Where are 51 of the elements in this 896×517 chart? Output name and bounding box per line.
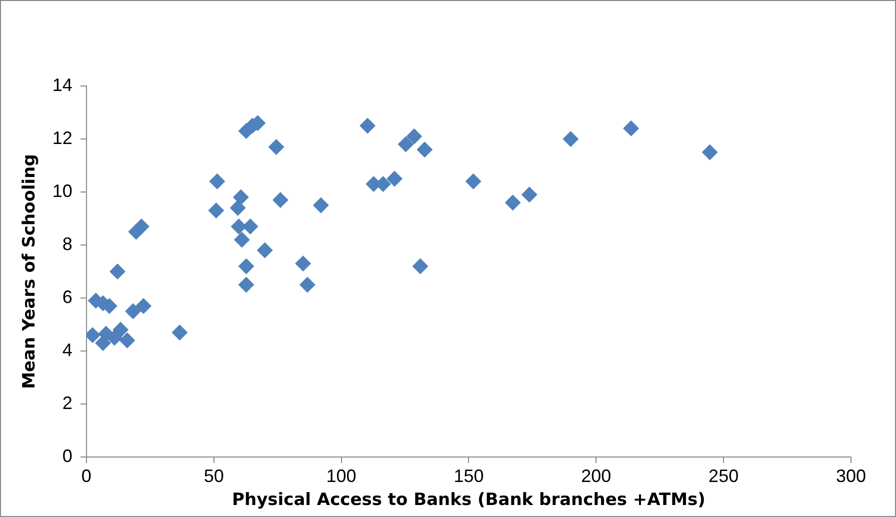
y-tick-label: 10 bbox=[52, 180, 72, 201]
point bbox=[504, 194, 521, 211]
point bbox=[299, 276, 316, 293]
point bbox=[412, 258, 428, 274]
x-tick-label: 100 bbox=[326, 466, 356, 486]
point bbox=[119, 332, 136, 348]
point bbox=[208, 202, 224, 219]
point bbox=[398, 136, 414, 152]
x-tick-label: 300 bbox=[836, 466, 866, 486]
point bbox=[238, 258, 254, 274]
point bbox=[256, 242, 273, 258]
point bbox=[112, 322, 129, 338]
point bbox=[272, 192, 288, 208]
point bbox=[209, 173, 226, 190]
x-tick-label: 200 bbox=[581, 466, 612, 486]
point bbox=[110, 264, 126, 280]
x-tick-label: 250 bbox=[708, 466, 739, 486]
point bbox=[416, 142, 433, 158]
x-tick-label: 0 bbox=[81, 466, 92, 486]
point bbox=[295, 256, 312, 272]
point bbox=[136, 298, 152, 314]
point bbox=[238, 276, 254, 293]
point bbox=[562, 131, 579, 147]
point bbox=[360, 118, 376, 134]
point bbox=[268, 138, 284, 155]
y-tick-label: 12 bbox=[52, 128, 72, 148]
y-tick-label: 2 bbox=[62, 392, 72, 413]
point bbox=[230, 200, 246, 216]
y-tick-label: 8 bbox=[62, 234, 72, 254]
x-tick-label: 150 bbox=[454, 466, 484, 486]
point bbox=[86, 327, 101, 344]
x-tick-label: 50 bbox=[204, 466, 224, 486]
point bbox=[312, 197, 329, 214]
point bbox=[172, 324, 188, 340]
y-axis-title: Mean Years of Schooling bbox=[20, 154, 40, 389]
point bbox=[125, 303, 142, 320]
point bbox=[702, 144, 718, 160]
y-tick-label: 4 bbox=[62, 340, 72, 360]
x-axis-title: Physical Access to Banks (Bank branches +ATMs) bbox=[232, 490, 706, 510]
y-tick-label: 14 bbox=[52, 74, 72, 95]
point bbox=[406, 128, 422, 144]
point bbox=[386, 170, 403, 187]
y-tick-label: 0 bbox=[62, 446, 72, 466]
point bbox=[521, 186, 538, 203]
point bbox=[623, 120, 640, 136]
y-tick-label: 6 bbox=[62, 286, 72, 307]
point bbox=[133, 218, 150, 234]
point bbox=[465, 173, 482, 190]
point bbox=[232, 189, 249, 206]
point bbox=[234, 232, 250, 248]
point bbox=[94, 335, 111, 352]
